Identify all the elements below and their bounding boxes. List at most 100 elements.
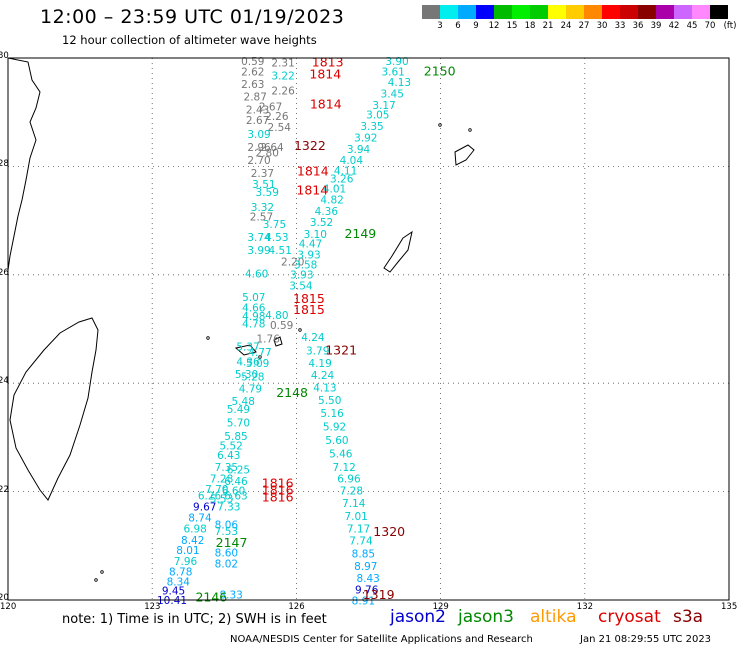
wave-height-value: 6.43 (217, 450, 240, 462)
legend-jason3: jason3 (458, 607, 514, 627)
color-scale-label: 30 (596, 21, 608, 31)
wave-height-value: 7.14 (342, 498, 366, 510)
color-swatch (602, 5, 620, 19)
wave-height-value: 6.60 (222, 485, 245, 497)
color-scale-label: 6 (455, 21, 461, 31)
wave-height-value: 9.45 (162, 586, 185, 598)
wave-height-value: 3.05 (366, 110, 389, 122)
color-swatch (674, 5, 692, 19)
wave-height-value: 0.59 (241, 56, 264, 68)
wave-height-value: 7.74 (349, 536, 373, 548)
generation-timestamp: Jan 21 08:29:55 UTC 2023 (580, 634, 712, 645)
lat-lon-grid (8, 58, 729, 600)
wave-height-value: 5.53 (210, 493, 233, 505)
wave-height-value: 8.42 (181, 535, 204, 547)
color-swatch (476, 5, 494, 19)
wave-height-value: 5.46 (329, 448, 353, 460)
wave-height-value: 4.51 (269, 245, 292, 257)
wave-height-value: 8.01 (176, 545, 199, 557)
wave-height-value: 6.25 (227, 465, 250, 477)
wave-height-value: 5.49 (227, 404, 250, 416)
wave-height-value: 3.94 (347, 144, 371, 156)
color-swatch (692, 5, 710, 19)
color-swatch (584, 5, 602, 19)
color-scale-label: 33 (614, 21, 626, 31)
orbit-number-label: 1321 (325, 342, 357, 357)
longitude-label: 120 (0, 602, 17, 612)
color-swatch (530, 5, 548, 19)
wave-height-value: 8.97 (354, 561, 377, 573)
wave-height-value: 7.70 (205, 484, 228, 496)
orbit-number-label: 1816 (262, 482, 294, 497)
coastlines (7, 57, 475, 582)
wave-height-value: 2.26 (271, 85, 295, 97)
altimeter-tracks: 0.59 2.312.62 3.222.632.262.872.432.672.26… (157, 55, 456, 608)
wave-height-value: 8.33 (219, 589, 242, 601)
wave-height-value: 3.58 (294, 259, 317, 271)
color-swatch (440, 5, 458, 19)
wave-height-value: 2.96 (247, 142, 271, 154)
wave-height-value: 7.35 (215, 462, 238, 474)
wave-height-value: 3.79 (306, 345, 329, 357)
wave-height-value: 3.92 (354, 132, 377, 144)
latitude-label: 28 (0, 159, 9, 170)
legend-cryosat: cryosat (598, 607, 661, 627)
wave-height-value: 2.62 (241, 66, 264, 78)
wave-height-value: 8.74 (188, 512, 212, 524)
wave-height-value: 7.96 (174, 556, 198, 568)
color-scale-label: 70 (704, 21, 716, 31)
wave-height-value: 4.13 (388, 77, 411, 89)
wave-height-value: 4.80 (265, 310, 288, 322)
wave-height-value: 5.16 (320, 408, 344, 420)
color-swatch (566, 5, 584, 19)
color-scale-label: 21 (542, 21, 554, 31)
latitude-label: 30 (0, 51, 9, 61)
wave-height-value: 7.01 (344, 511, 367, 523)
color-scale-label: 39 (650, 21, 662, 31)
wave-height-value: 4.13 (313, 382, 336, 394)
credit-line: NOAA/NESDIS Center for Satellite Applica… (230, 634, 533, 645)
wave-height-value: 4.24 (301, 332, 325, 344)
wave-height-value: 4.98 (242, 311, 265, 323)
color-swatch (422, 5, 440, 19)
okinawa-island (383, 230, 413, 273)
wave-height-value: 5.85 (224, 431, 247, 443)
wave-height-value: 6.46 (224, 476, 248, 488)
wave-height-value: 3.74 (247, 232, 271, 244)
wave-height-value: 4.78 (242, 318, 265, 330)
wave-height-value: 5.07 (242, 292, 265, 304)
wave-height-value: 8.60 (215, 548, 238, 560)
wave-height-value: 3.90 (385, 56, 408, 68)
orbit-number-label: 1814 (296, 183, 328, 198)
latitude-label: 26 (0, 267, 9, 278)
orbit-number-label: 1322 (294, 138, 326, 153)
amami-island (454, 144, 475, 166)
wave-height-value: 2.87 (244, 91, 267, 103)
wave-height-value: 2.67 (259, 102, 282, 114)
wave-height-value: 2.26 (265, 111, 289, 123)
wave-height-value: 6.63 (224, 491, 247, 503)
orbit-number-label: 1816 (262, 475, 294, 490)
longitude-label: 129 (432, 602, 449, 612)
color-scale-label: 18 (524, 21, 536, 31)
wave-height-value: 5.37 (236, 342, 259, 354)
wave-height-value: 2.43 (246, 104, 269, 116)
wave-height-value: 6.98 (183, 523, 206, 535)
wave-height-value: 8.78 (169, 567, 192, 579)
longitude-label: 135 (721, 602, 738, 612)
wave-height-value: 4.66 (242, 303, 266, 315)
longitude-label: 123 (144, 602, 161, 612)
wave-height-value: 3.51 (252, 179, 275, 191)
wave-height-value: 3.54 (289, 280, 313, 292)
wave-height-value: 3.59 (256, 187, 279, 199)
color-swatch (638, 5, 656, 19)
color-swatch (548, 5, 566, 19)
wave-height-value: 4.77 (248, 347, 271, 359)
page-title: 12:00 – 23:59 UTC 01/19/2023 (40, 6, 345, 28)
wave-height-value: 3.45 (381, 89, 404, 101)
color-scale-label: 27 (578, 21, 590, 31)
latitude-label: 24 (0, 376, 9, 387)
color-scale-label: 3 (437, 21, 443, 31)
china-coast (7, 57, 41, 271)
